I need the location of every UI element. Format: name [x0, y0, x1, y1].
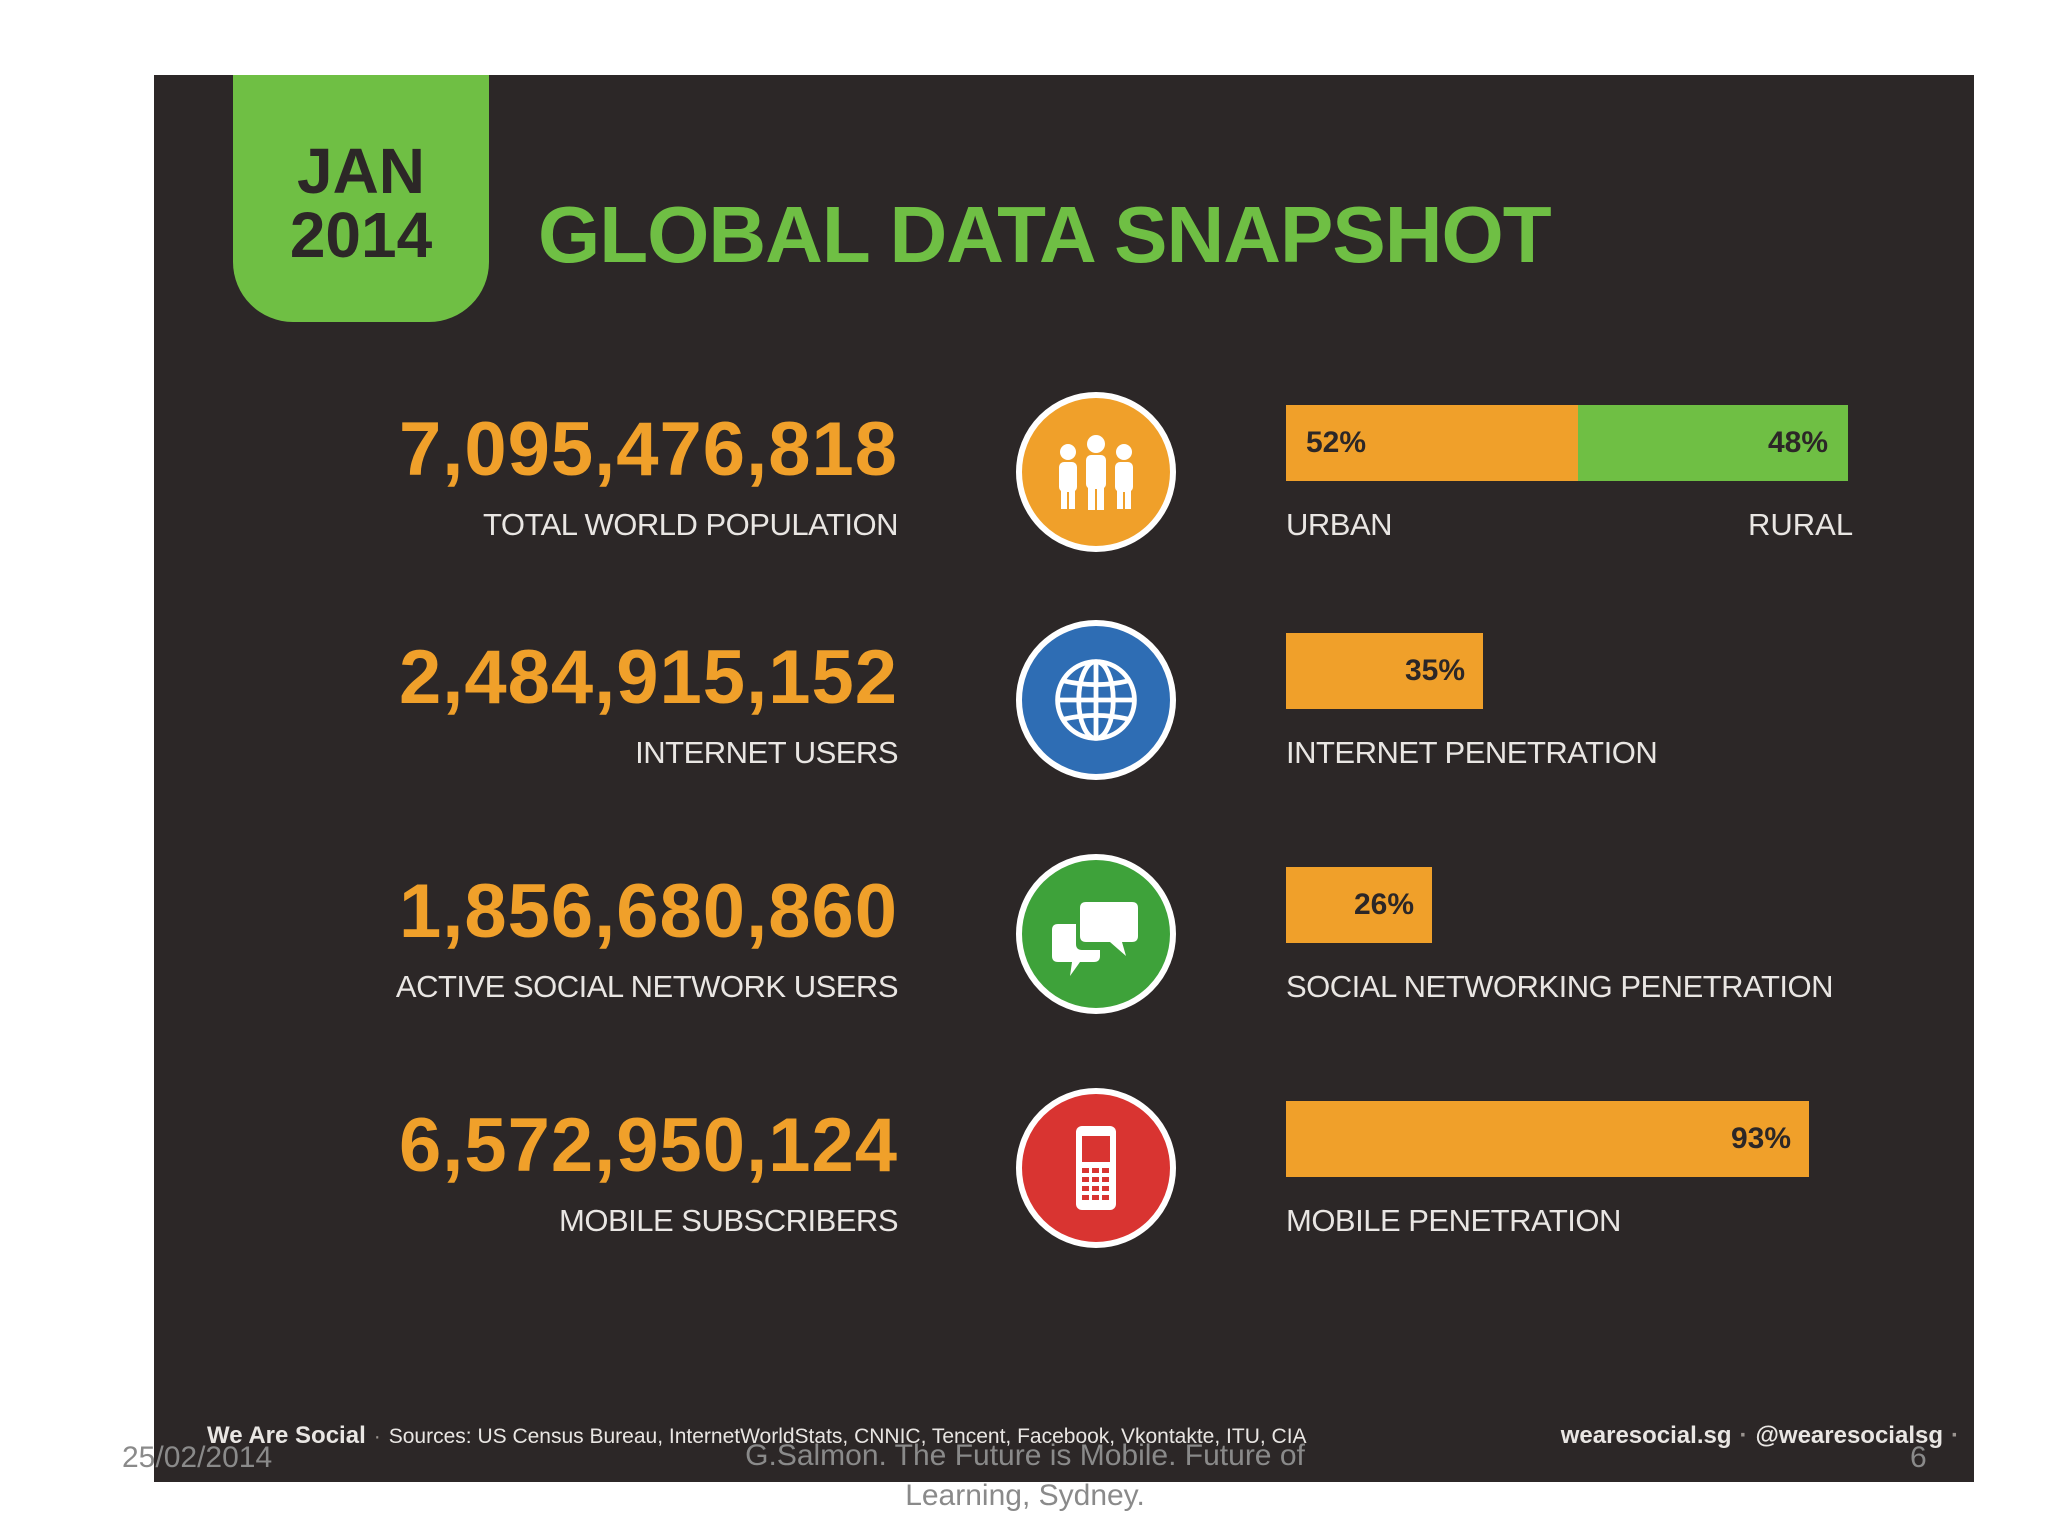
people-icon	[1016, 392, 1176, 552]
date-year: 2014	[289, 198, 433, 271]
footer-links: wearesocial.sg · @wearesocialsg ·	[1560, 1422, 1959, 1449]
page-title: GLOBAL DATA SNAPSHOT	[538, 190, 1552, 279]
urban-rural-bar: 52% 48%	[1286, 405, 1848, 481]
internet-users-label: INTERNET USERS	[635, 735, 898, 770]
slide-number: 6	[1910, 1441, 1927, 1474]
social-users-value: 1,856,680,860	[398, 869, 898, 954]
population-value: 7,095,476,818	[398, 407, 898, 492]
social-penetration-label: SOCIAL NETWORKING PENETRATION	[1286, 969, 1834, 1004]
footer-handle[interactable]: @wearesocialsg	[1755, 1422, 1944, 1449]
footer-sources: Sources: US Census Bureau, InternetWorld…	[388, 1425, 1307, 1448]
mobile-pct: 93%	[1730, 1122, 1791, 1155]
date-month: JAN	[296, 134, 426, 207]
urban-bar-fill	[1286, 405, 1578, 481]
population-label: TOTAL WORLD POPULATION	[482, 507, 899, 542]
internet-users-value: 2,484,915,152	[398, 635, 898, 720]
snapshot-panel: JAN 2014 GLOBAL DATA SNAPSHOT 7,095,476,…	[154, 75, 1974, 1482]
social-pct: 26%	[1353, 888, 1414, 921]
mobile-phone-icon	[1016, 1088, 1176, 1248]
footer-site[interactable]: wearesocial.sg	[1560, 1422, 1732, 1449]
footer-brand: We Are Social	[207, 1422, 366, 1449]
mobile-penetration-bar: 93%	[1286, 1101, 1848, 1177]
footer: We Are Social · Sources: US Census Bureau,…	[207, 1416, 1967, 1456]
social-bar-fill	[1286, 867, 1432, 943]
internet-penetration-label: INTERNET PENETRATION	[1286, 735, 1658, 770]
mobile-penetration-label: MOBILE PENETRATION	[1286, 1203, 1621, 1238]
stat-row-population: 7,095,476,818 TOTAL WORLD POPULATION	[154, 392, 1974, 605]
social-users-label: ACTIVE SOCIAL NETWORK USERS	[395, 969, 899, 1004]
slide-date: 25/02/2014	[122, 1441, 273, 1474]
urban-pct: 52%	[1306, 426, 1367, 459]
urban-label: URBAN	[1286, 507, 1393, 542]
mobile-subscribers-label: MOBILE SUBSCRIBERS	[559, 1203, 898, 1238]
rural-bar-fill	[1578, 405, 1848, 481]
social-penetration-bar: 26%	[1286, 867, 1848, 943]
stat-row-internet: 2,484,915,152 INTERNET USERS 35% INTERNE…	[154, 620, 1974, 833]
date-tab: JAN 2014	[233, 75, 489, 322]
stat-row-social: 1,856,680,860 ACTIVE SOCIAL NETWORK USER…	[154, 854, 1974, 1067]
internet-penetration-bar: 35%	[1286, 633, 1848, 709]
chat-bubbles-icon	[1016, 854, 1176, 1014]
internet-bar-fill	[1286, 633, 1483, 709]
globe-icon	[1016, 620, 1176, 780]
stat-row-mobile: 6,572,950,124 MOBILE SUBSCRIBERS 93% MOB…	[154, 1088, 1974, 1301]
mobile-subscribers-value: 6,572,950,124	[398, 1103, 898, 1188]
rural-pct: 48%	[1767, 426, 1828, 459]
internet-pct: 35%	[1404, 654, 1465, 687]
mobile-bar-fill	[1286, 1101, 1809, 1177]
rural-label: RURAL	[1748, 507, 1854, 542]
slide-caption: G.Salmon. The Future is Mobile. Future o…	[745, 1439, 1305, 1512]
